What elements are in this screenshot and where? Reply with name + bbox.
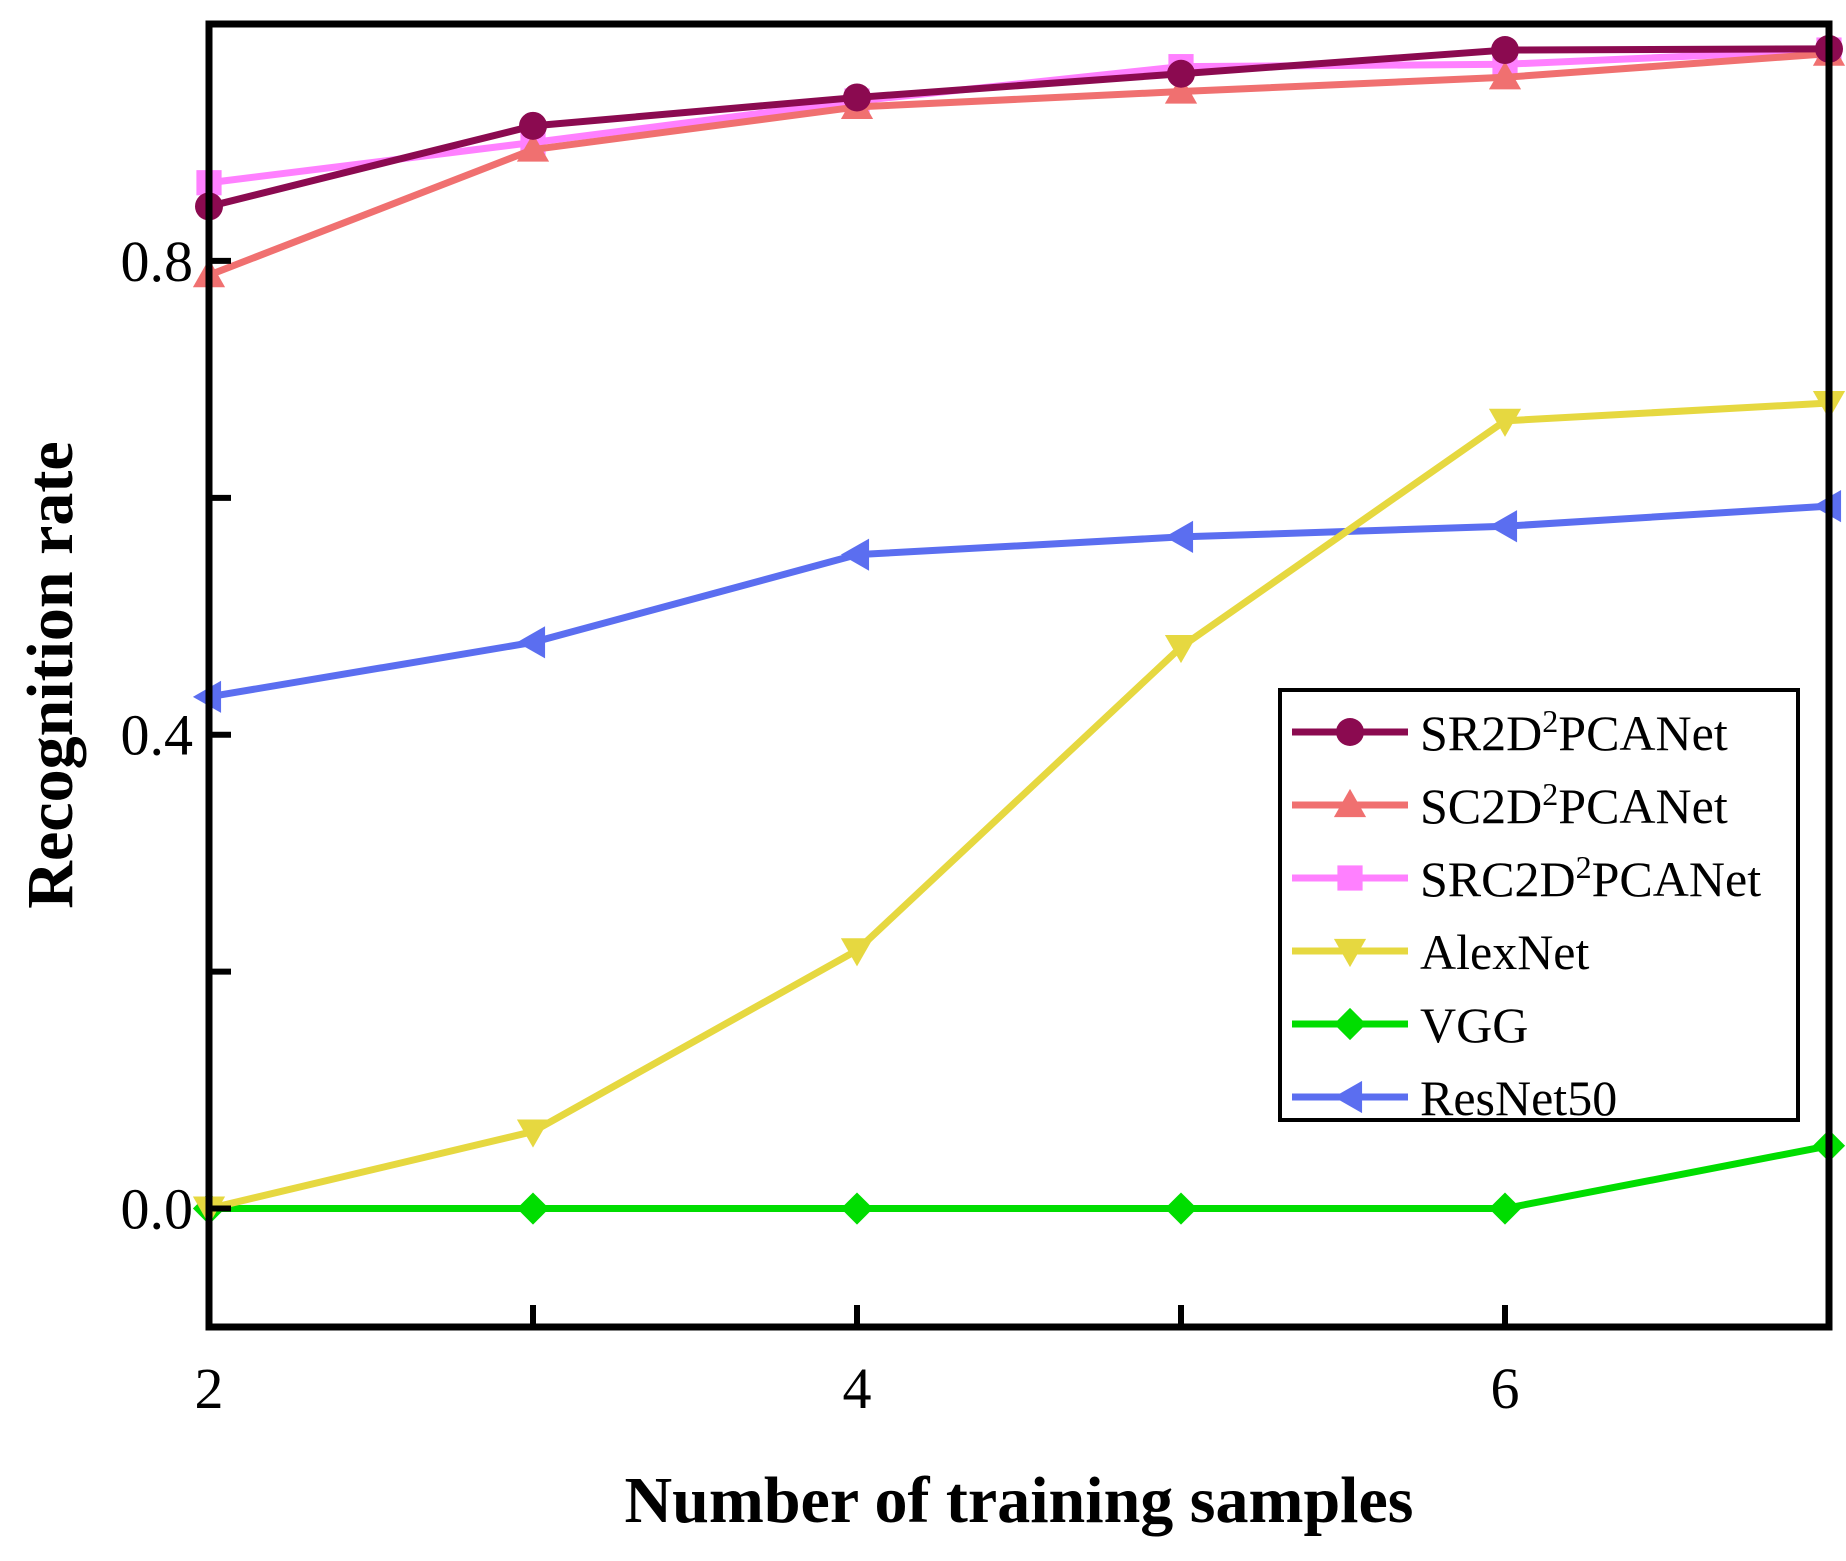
data-point: [519, 111, 547, 140]
series-vgg: [192, 1129, 1846, 1225]
legend-item: SC2D2PCANet: [1292, 776, 1728, 834]
legend-item: ResNet50: [1292, 1070, 1617, 1126]
x-tick-label: 2: [195, 1356, 224, 1421]
data-point: [840, 538, 870, 571]
series-line: [208, 45, 1830, 210]
legend-items: SR2D2PCANet SC2D2PCANet SRC2D2PCANet AlexNe…: [1292, 703, 1761, 1126]
data-point: [516, 133, 550, 162]
data-point: [840, 938, 874, 967]
tick-layer: 0.0 0.4 0.8 2 4 6: [121, 229, 1832, 1421]
x-tick-label: 6: [1491, 1356, 1520, 1421]
x-axis-title: Number of training samples: [625, 1464, 1414, 1537]
series-line: [209, 1142, 1830, 1213]
legend-frame: [1278, 688, 1800, 1122]
legend: SR2D2PCANet SC2D2PCANet SRC2D2PCANet AlexNe…: [1278, 688, 1800, 1126]
legend-item: VGG: [1292, 997, 1528, 1053]
legend-marker: [1333, 1080, 1363, 1114]
legend-label: AlexNet: [1420, 924, 1589, 980]
data-point: [516, 1192, 550, 1225]
y-axis-title: Recognition rate: [14, 441, 87, 908]
series-resnet50: [192, 490, 1842, 713]
x-tick-label: 4: [843, 1356, 872, 1421]
data-point: [1164, 1192, 1198, 1225]
y-tick-label: 0.0: [121, 1177, 194, 1242]
data-point: [1164, 520, 1194, 554]
legend-label: SR2D2PCANet: [1420, 703, 1728, 761]
series-src2d2pcanet: [196, 37, 1842, 196]
legend-marker: [1333, 788, 1367, 818]
y-tick-label: 0.8: [121, 229, 194, 294]
plot-frame: [205, 20, 1833, 1331]
y-tick-label: 0.4: [121, 703, 194, 768]
data-point: [1167, 59, 1195, 88]
data-point: [1488, 510, 1518, 543]
legend-marker: [1337, 865, 1363, 891]
legend-label: VGG: [1420, 997, 1528, 1053]
legend-label: SC2D2PCANet: [1420, 776, 1728, 834]
data-point: [840, 1192, 874, 1225]
legend-label: SRC2D2PCANet: [1420, 849, 1761, 907]
legend-item: SRC2D2PCANet: [1292, 849, 1761, 907]
legend-marker: [1333, 938, 1367, 968]
series-sr2d2pcanet: [195, 34, 1843, 221]
series-line: [207, 50, 1830, 279]
series-sc2d2pcanet: [192, 37, 1846, 288]
data-point: [1164, 634, 1198, 664]
legend-marker: [1333, 1007, 1367, 1041]
series-line: [208, 502, 1830, 701]
legend-item: AlexNet: [1292, 924, 1589, 980]
data-point: [1488, 61, 1522, 90]
legend-item: SR2D2PCANet: [1292, 703, 1728, 761]
data-point: [843, 83, 871, 112]
legend-marker: [1336, 718, 1364, 746]
data-point: [1488, 1192, 1522, 1225]
data-point: [1491, 36, 1519, 65]
series-line: [208, 399, 1830, 1212]
data-point: [1488, 408, 1522, 437]
data-point: [516, 1119, 550, 1148]
data-point: [1164, 75, 1198, 104]
data-point: [516, 626, 546, 659]
legend-label: ResNet50: [1420, 1070, 1617, 1126]
